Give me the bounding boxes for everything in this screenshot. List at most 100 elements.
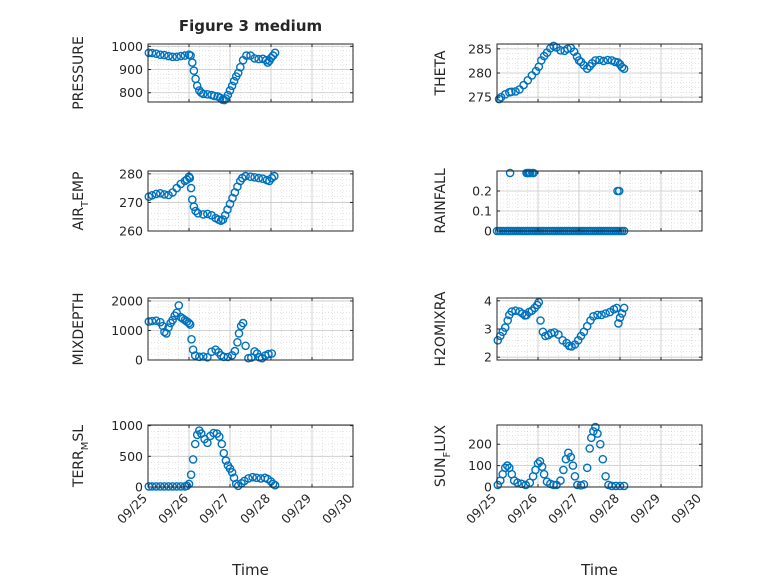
axes-frame — [147, 170, 354, 232]
data-point — [235, 62, 245, 72]
data-point — [217, 439, 227, 449]
data-point — [233, 68, 243, 78]
data-point — [172, 482, 181, 491]
subplot-2: 275 280 285 THETA — [433, 41, 703, 105]
data-point — [617, 62, 627, 72]
data-point — [267, 173, 277, 183]
data-point — [182, 481, 192, 491]
series-markers — [493, 297, 629, 351]
data-point — [574, 56, 584, 65]
data-point — [593, 429, 602, 438]
y-tick-label: 280 — [119, 166, 143, 181]
data-point — [164, 482, 173, 491]
y-tick-label: 0 — [484, 224, 492, 239]
data-point — [203, 352, 212, 362]
data-point — [176, 51, 186, 61]
data-point — [619, 303, 629, 313]
y-tick-label: 285 — [468, 41, 492, 56]
data-point — [189, 202, 199, 211]
data-point — [187, 334, 196, 344]
data-point — [525, 478, 535, 488]
data-point — [537, 56, 546, 65]
data-point — [519, 80, 528, 90]
y-tick-label: 900 — [119, 62, 143, 77]
y-axis-label: THETA — [433, 50, 449, 96]
series-markers — [144, 48, 280, 105]
subplot-3: 260 270 280 AIRTEMP — [71, 166, 354, 239]
data-point — [210, 91, 219, 101]
y-axis-label: AIRTEMP — [71, 172, 91, 231]
data-point — [595, 55, 604, 65]
data-point — [192, 430, 202, 440]
y-tick-label: 275 — [468, 90, 492, 105]
data-point — [203, 438, 212, 448]
data-point — [186, 470, 196, 480]
y-tick-label: 0 — [135, 353, 143, 368]
data-point — [559, 465, 568, 475]
y-tick-label: 0 — [484, 480, 492, 495]
y-tick-label: 100 — [468, 458, 492, 473]
data-point — [270, 48, 280, 58]
data-point — [252, 473, 261, 483]
data-point — [221, 456, 231, 465]
data-point — [601, 471, 610, 481]
subplot-4: 0 0.1 0.2 RAINFALL — [433, 168, 703, 239]
series-markers — [144, 301, 277, 363]
data-point — [534, 297, 544, 307]
data-point — [267, 349, 277, 358]
data-point — [527, 306, 537, 316]
data-point — [218, 215, 228, 224]
data-point — [168, 52, 177, 62]
data-point — [151, 316, 161, 326]
data-point — [198, 89, 208, 99]
data-point — [223, 352, 233, 362]
x-tick-label: 09/27 — [196, 491, 232, 527]
y-tick-label: 2 — [484, 350, 492, 365]
x-tick-label: 09/29 — [278, 490, 314, 526]
data-point — [523, 76, 533, 85]
data-point — [193, 208, 203, 218]
data-point — [537, 462, 547, 472]
data-point — [214, 432, 224, 442]
figure-title: Figure 3 medium — [179, 17, 322, 35]
data-point — [151, 49, 161, 59]
data-point — [176, 482, 186, 491]
subplot-1: 800 900 1000 PRESSURE — [71, 36, 354, 110]
data-point — [507, 87, 516, 97]
y-tick-label: 3 — [484, 322, 492, 337]
data-point — [539, 469, 549, 479]
data-point — [230, 346, 240, 356]
data-point — [607, 481, 617, 491]
data-point — [549, 480, 558, 490]
data-point — [264, 349, 273, 359]
axes-frame — [496, 424, 703, 488]
data-point — [503, 316, 513, 325]
data-point — [591, 56, 600, 65]
data-point — [554, 330, 563, 339]
y-tick-label: 0.2 — [472, 184, 492, 199]
data-point — [155, 188, 165, 198]
data-point — [593, 310, 602, 320]
x-tick-label: 09/30 — [319, 490, 355, 526]
data-point — [155, 50, 165, 60]
x-axis-label: Time — [580, 561, 618, 579]
x-tick-label: 09/30 — [668, 490, 704, 526]
data-point — [158, 321, 168, 331]
data-point — [498, 327, 508, 337]
data-point — [241, 171, 250, 181]
data-point — [223, 90, 233, 100]
axes-frame — [147, 43, 354, 103]
data-point — [185, 173, 195, 183]
y-tick-label: 0 — [135, 480, 143, 495]
data-point — [550, 328, 559, 337]
data-point — [244, 474, 253, 483]
data-point — [615, 313, 625, 323]
data-point — [227, 81, 237, 91]
subplot-7: 0 500 1000 TERRMSL 09/25 09/26 09/27 09/28 09/29… — [71, 418, 355, 579]
data-point — [185, 320, 195, 329]
y-axis-label: SUNFLUX — [433, 424, 453, 487]
data-point — [511, 306, 520, 316]
x-tick-label: 09/29 — [627, 490, 663, 526]
data-point — [535, 456, 545, 466]
data-point — [246, 172, 255, 181]
